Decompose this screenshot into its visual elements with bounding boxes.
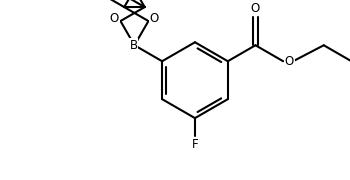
Text: F: F xyxy=(192,138,198,150)
Text: O: O xyxy=(285,55,294,68)
Text: O: O xyxy=(110,12,119,24)
Text: B: B xyxy=(130,39,138,52)
Text: O: O xyxy=(251,2,260,15)
Text: O: O xyxy=(150,12,159,24)
